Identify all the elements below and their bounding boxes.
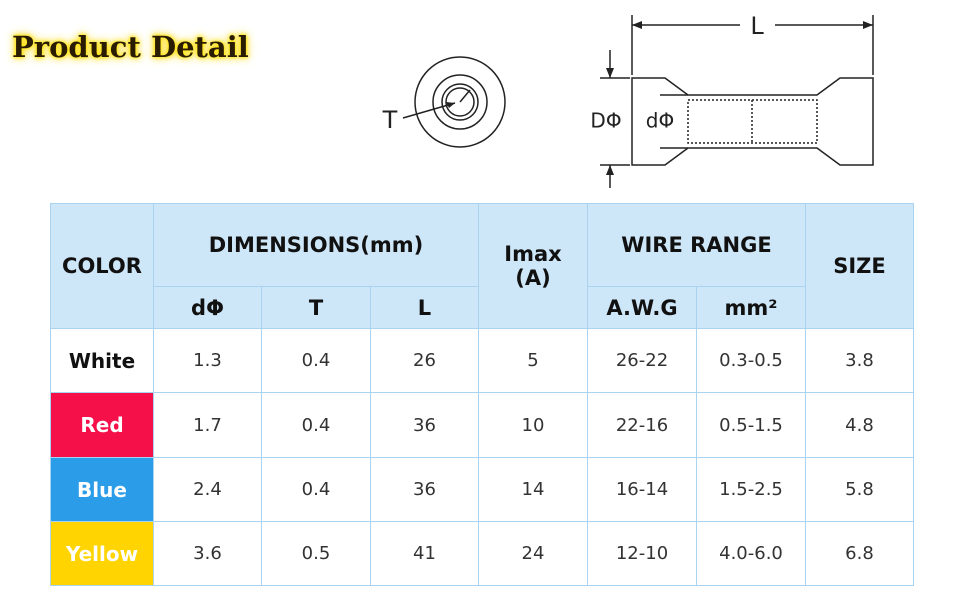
data-cell: 2.4 bbox=[153, 457, 262, 522]
header-cell: DIMENSIONS(mm) bbox=[153, 203, 479, 287]
data-cell: 0.5 bbox=[261, 521, 371, 586]
header-cell: L bbox=[370, 286, 479, 329]
header-cell: COLOR bbox=[50, 203, 154, 329]
data-cell: 26-22 bbox=[587, 328, 697, 393]
data-cell: 26 bbox=[370, 328, 479, 393]
data-cell: 0.4 bbox=[261, 328, 371, 393]
color-cell: Blue bbox=[50, 457, 154, 522]
end-view-label: T bbox=[382, 106, 398, 134]
data-cell: 1.7 bbox=[153, 392, 262, 458]
data-cell: 0.4 bbox=[261, 392, 371, 458]
data-cell: 0.5-1.5 bbox=[696, 392, 806, 458]
data-cell: 0.4 bbox=[261, 457, 371, 522]
data-cell: 0.3-0.5 bbox=[696, 328, 806, 393]
data-cell: 24 bbox=[478, 521, 588, 586]
data-cell: 6.8 bbox=[805, 521, 914, 586]
header-cell: dΦ bbox=[153, 286, 262, 329]
color-cell: White bbox=[50, 328, 154, 393]
color-cell: Yellow bbox=[50, 521, 154, 586]
outer-diameter-label: DΦ bbox=[590, 109, 621, 133]
data-cell: 3.6 bbox=[153, 521, 262, 586]
color-cell: Red bbox=[50, 392, 154, 458]
header-cell: mm² bbox=[696, 286, 806, 329]
data-cell: 1.3 bbox=[153, 328, 262, 393]
product-diagram: T L DΦ dΦ bbox=[382, 12, 874, 188]
data-cell: 14 bbox=[478, 457, 588, 522]
header-cell: T bbox=[261, 286, 371, 329]
data-cell: 12-10 bbox=[587, 521, 697, 586]
data-cell: 36 bbox=[370, 392, 479, 458]
data-cell: 4.0-6.0 bbox=[696, 521, 806, 586]
data-cell: 41 bbox=[370, 521, 479, 586]
data-cell: 16-14 bbox=[587, 457, 697, 522]
inner-diameter-label: dΦ bbox=[646, 109, 674, 133]
data-cell: 3.8 bbox=[805, 328, 914, 393]
data-cell: 5 bbox=[478, 328, 588, 393]
header-cell: Imax (A) bbox=[478, 203, 588, 329]
header-cell: A.W.G bbox=[587, 286, 697, 329]
data-cell: 36 bbox=[370, 457, 479, 522]
header-cell: WIRE RANGE bbox=[587, 203, 806, 287]
data-cell: 4.8 bbox=[805, 392, 914, 458]
header-cell: SIZE bbox=[805, 203, 914, 329]
data-cell: 5.8 bbox=[805, 457, 914, 522]
data-cell: 1.5-2.5 bbox=[696, 457, 806, 522]
data-cell: 10 bbox=[478, 392, 588, 458]
data-cell: 22-16 bbox=[587, 392, 697, 458]
length-label: L bbox=[750, 12, 764, 40]
header-line: Imax bbox=[504, 242, 562, 266]
page-title: Product Detail bbox=[12, 30, 249, 64]
header-line: (A) bbox=[515, 266, 551, 290]
